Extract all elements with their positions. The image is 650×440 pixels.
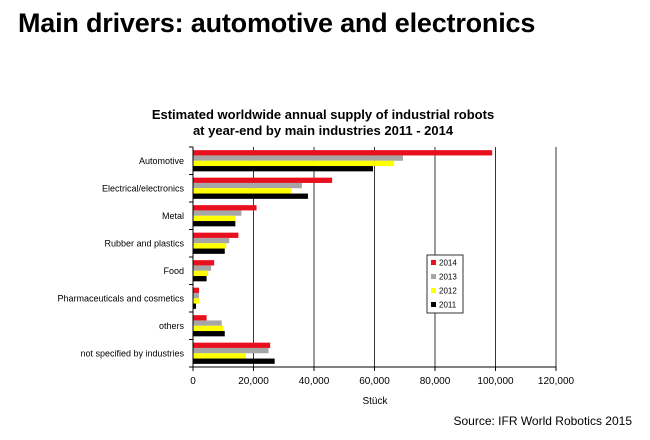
legend-label-2013: 2013 [439, 273, 457, 282]
bar-2014 [193, 260, 215, 266]
bar-2011 [193, 303, 197, 309]
category-label: Food [163, 266, 184, 276]
legend-swatch-2014 [431, 260, 436, 265]
bar-2013 [193, 237, 230, 244]
bar-2013 [193, 320, 222, 326]
x-tick-label: 80,000 [420, 376, 451, 387]
bar-2013 [193, 292, 200, 299]
bar-2013 [193, 347, 269, 354]
bar-2014 [193, 342, 271, 348]
x-tick-label: 120,000 [538, 376, 575, 387]
bar-2014 [193, 315, 207, 321]
chart-subtitle: at year-end by main industries 2011 - 20… [193, 123, 454, 138]
legend: 2014 2013 2012 2011 [426, 254, 464, 314]
bar-2014 [193, 150, 493, 156]
bar-2013 [193, 210, 242, 216]
bar-2011 [193, 221, 236, 227]
bar-2014 [193, 205, 257, 211]
bar-2012 [193, 215, 236, 222]
category-label: Electrical/electronics [102, 183, 185, 193]
category-labels: Automotive Electrical/electronics Metal Rub… [57, 156, 184, 359]
x-tick-labels: 0 20,000 40,000 60,000 80,000 100,000 120,000 [190, 376, 574, 387]
bar-2011 [193, 193, 308, 199]
bar-2014 [193, 177, 333, 183]
category-label: not specified by industries [80, 348, 184, 358]
bar-2011 [193, 276, 207, 282]
source-note: Source: IFR World Robotics 2015 [453, 414, 632, 428]
bar-2012 [193, 188, 292, 194]
legend-label-2014: 2014 [439, 259, 457, 268]
bar-2011 [193, 358, 275, 364]
bar-2013 [193, 182, 302, 189]
x-axis-label: Stück [362, 396, 388, 407]
legend-swatch-2012 [431, 288, 436, 293]
x-tick-label: 20,000 [238, 376, 269, 387]
x-tick-label: 40,000 [299, 376, 330, 387]
category-label: Automotive [139, 156, 184, 166]
bar-2012 [193, 270, 209, 277]
legend-swatch-2013 [431, 274, 436, 279]
bars [193, 150, 493, 364]
x-tick-label: 100,000 [477, 376, 514, 387]
bar-2012 [193, 160, 395, 167]
legend-label-2012: 2012 [439, 287, 457, 296]
category-label: Pharmaceuticals and cosmetics [57, 293, 184, 303]
axes [189, 146, 557, 371]
bar-2012 [193, 353, 246, 359]
bar-2013 [193, 155, 403, 161]
bar-2011 [193, 166, 373, 172]
bar-2011 [193, 248, 225, 254]
x-tick-label: 0 [190, 376, 196, 387]
bar-2013 [193, 265, 212, 271]
category-label: others [159, 321, 185, 331]
legend-label-2011: 2011 [439, 301, 457, 310]
bar-2012 [193, 243, 227, 249]
category-label: Rubber and plastics [104, 238, 184, 248]
chart-title: Estimated worldwide annual supply of ind… [152, 107, 494, 122]
bar-2014 [193, 287, 200, 293]
bar-2012 [193, 298, 200, 304]
bar-2012 [193, 325, 224, 332]
bar-2011 [193, 331, 225, 337]
page-title: Main drivers: automotive and electronics [18, 8, 536, 38]
legend-swatch-2011 [431, 302, 436, 307]
category-label: Metal [162, 211, 184, 221]
bar-2014 [193, 232, 239, 238]
x-tick-label: 60,000 [359, 376, 390, 387]
